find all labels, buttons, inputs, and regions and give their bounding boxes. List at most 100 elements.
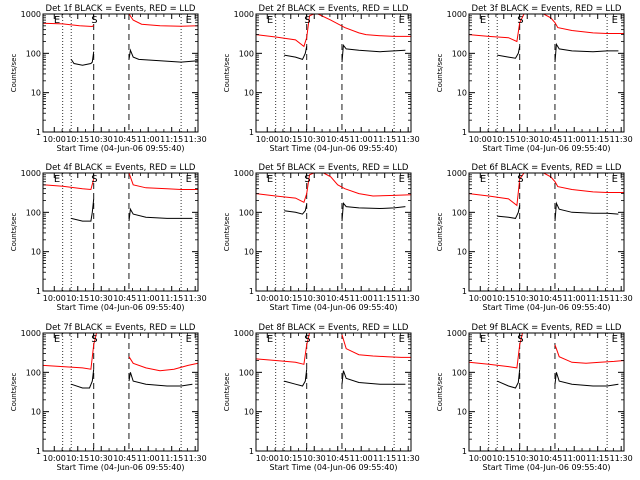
- y-tick-label: 10: [244, 408, 254, 417]
- lld-series-line: [128, 356, 199, 372]
- events-series-line: [341, 370, 406, 385]
- event-marker-label: E: [612, 174, 618, 185]
- lld-series-line: [323, 172, 412, 197]
- x-tick-label: 10:45: [539, 454, 562, 463]
- y-tick-label: 1000: [447, 329, 467, 338]
- y-tick-label: 100: [239, 49, 254, 58]
- event-marker-label: E: [186, 334, 192, 345]
- lld-series-line: [128, 13, 199, 27]
- y-tick-label: 100: [26, 49, 41, 58]
- y-tick-label: 100: [452, 368, 467, 377]
- y-tick-label: 10: [457, 89, 467, 98]
- chart-panel-det6f: Det 6f BLACK = Events, RED = LLD 1 10 100 10…: [436, 163, 633, 312]
- x-tick-label: 11:15: [160, 454, 183, 463]
- chart-title: Det 4f BLACK = Events, RED = LLD: [46, 163, 196, 173]
- x-tick-label: 10:45: [539, 135, 562, 144]
- events-series-line: [341, 202, 406, 222]
- y-tick-label: 100: [452, 208, 467, 217]
- x-tick-label: 10:15: [492, 294, 515, 303]
- events-series-line: [341, 43, 406, 63]
- x-tick-label: 10:00: [469, 135, 492, 144]
- x-tick-label: 10:00: [469, 294, 492, 303]
- x-tick-label: 10:45: [113, 135, 136, 144]
- plot-frame: [255, 172, 412, 292]
- plot-frame: [468, 332, 625, 452]
- lld-series-line: [42, 178, 95, 191]
- x-tick-label: 11:15: [160, 135, 183, 144]
- events-series-line: [554, 201, 619, 222]
- x-tick-label: 11:30: [184, 135, 207, 144]
- y-tick-label: 1000: [21, 169, 41, 178]
- x-tick-label: 11:15: [373, 454, 396, 463]
- event-marker-label: E: [54, 174, 60, 185]
- x-tick-label: 10:30: [90, 294, 113, 303]
- x-tick-label: 11:00: [350, 454, 373, 463]
- x-tick-label: 10:45: [326, 454, 349, 463]
- x-tick-label: 11:30: [610, 135, 633, 144]
- x-tick-label: 11:00: [350, 135, 373, 144]
- x-tick-label: 10:30: [303, 454, 326, 463]
- y-tick-label: 100: [452, 49, 467, 58]
- chart-title: Det 8f BLACK = Events, RED = LLD: [259, 323, 409, 333]
- x-tick-label: 10:15: [279, 454, 302, 463]
- event-marker-label: E: [612, 334, 618, 345]
- x-tick-label: 10:15: [66, 454, 89, 463]
- x-axis-label: Start Time (04-Jun-06 09:55:40): [270, 303, 398, 312]
- events-series-line: [554, 42, 619, 63]
- y-axis-label: Counts/sec: [10, 54, 18, 93]
- chart-panel-det1f: Det 1f BLACK = Events, RED = LLD 1 10 100 10…: [10, 4, 207, 153]
- chart-panel-det9f: Det 9f BLACK = Events, RED = LLD 1 10 100 10…: [436, 323, 633, 472]
- x-tick-label: 11:30: [397, 454, 420, 463]
- event-marker-label: E: [480, 334, 486, 345]
- events-series-line: [554, 372, 619, 387]
- lld-series-line: [317, 13, 411, 37]
- y-tick-label: 1000: [447, 10, 467, 19]
- x-tick-label: 11:00: [563, 294, 586, 303]
- event-marker-label: S: [304, 15, 310, 26]
- chart-title: Det 3f BLACK = Events, RED = LLD: [472, 4, 622, 14]
- y-axis-label: Counts/sec: [223, 373, 231, 412]
- x-tick-label: 11:30: [397, 135, 420, 144]
- event-marker-label: E: [186, 15, 192, 26]
- event-marker-label: E: [480, 15, 486, 26]
- lld-series-line: [255, 332, 310, 365]
- y-tick-label: 1000: [234, 10, 254, 19]
- lld-series-line: [468, 13, 624, 43]
- x-tick-label: 10:30: [516, 454, 539, 463]
- event-marker-label: S: [91, 15, 97, 26]
- lld-series-line: [255, 172, 314, 204]
- x-tick-label: 10:45: [326, 294, 349, 303]
- x-tick-label: 10:00: [256, 294, 279, 303]
- y-tick-label: 10: [244, 89, 254, 98]
- x-tick-label: 10:00: [256, 454, 279, 463]
- event-marker-label: E: [399, 334, 405, 345]
- chart-panel-det8f: Det 8f BLACK = Events, RED = LLD 1 10 100 10…: [223, 323, 420, 472]
- y-tick-label: 1000: [447, 169, 467, 178]
- chart-panel-det5f: Det 5f BLACK = Events, RED = LLD 1 10 100 10…: [223, 163, 420, 312]
- event-marker-label: E: [267, 15, 273, 26]
- events-series-line: [497, 369, 521, 389]
- events-series-line: [284, 204, 308, 215]
- x-tick-label: 10:30: [303, 135, 326, 144]
- event-marker-label: E: [399, 174, 405, 185]
- event-marker-label: E: [54, 334, 60, 345]
- plot-frame: [42, 172, 199, 292]
- event-marker-label: S: [91, 174, 97, 185]
- chart-panel-det7f: Det 7f BLACK = Events, RED = LLD 1 10 100 10…: [10, 323, 207, 472]
- y-axis-label: Counts/sec: [10, 213, 18, 252]
- y-tick-label: 100: [239, 208, 254, 217]
- x-tick-label: 11:15: [373, 135, 396, 144]
- x-tick-label: 10:45: [539, 294, 562, 303]
- x-tick-label: 10:45: [113, 294, 136, 303]
- y-tick-label: 1000: [21, 10, 41, 19]
- x-axis-label: Start Time (04-Jun-06 09:55:40): [483, 463, 611, 472]
- event-marker-label: E: [480, 174, 486, 185]
- lld-series-line: [128, 172, 198, 190]
- y-tick-label: 1000: [21, 329, 41, 338]
- x-tick-label: 10:45: [113, 454, 136, 463]
- event-marker-label: S: [304, 334, 310, 345]
- x-tick-label: 11:15: [160, 294, 183, 303]
- x-tick-label: 10:30: [516, 294, 539, 303]
- x-axis-label: Start Time (04-Jun-06 09:55:40): [57, 303, 185, 312]
- y-axis-label: Counts/sec: [10, 373, 18, 412]
